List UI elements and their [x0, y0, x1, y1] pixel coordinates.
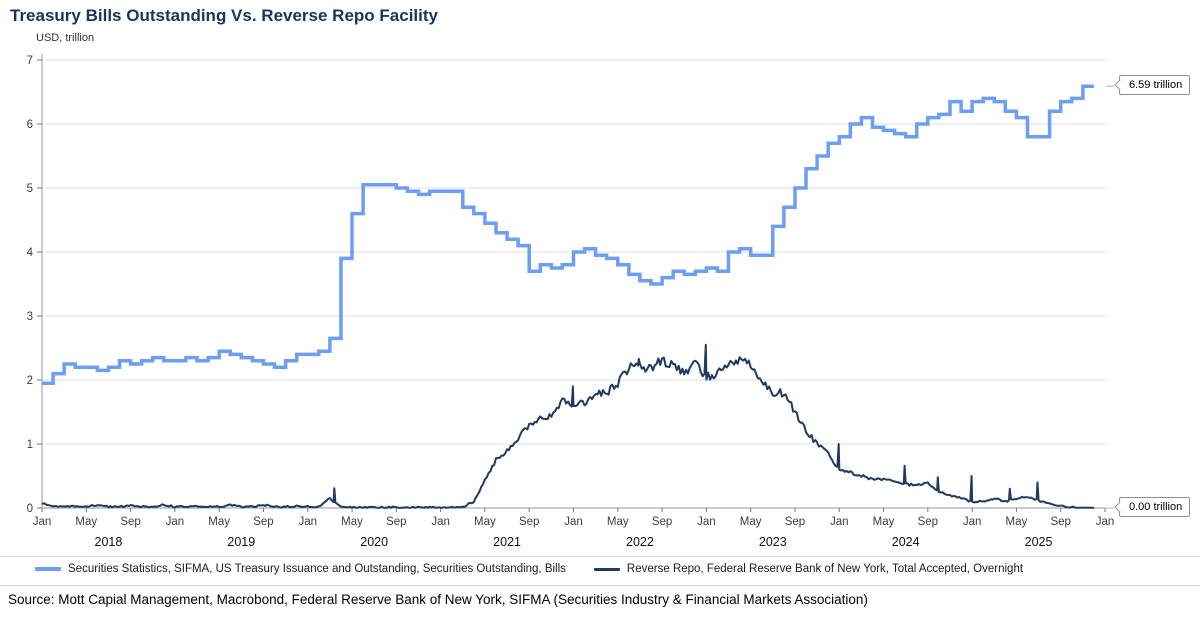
svg-text:7: 7 — [27, 55, 33, 67]
svg-text:3: 3 — [27, 311, 33, 323]
svg-text:0: 0 — [27, 503, 33, 515]
chart-canvas: 0 1 2 3 4 5 6 7 Jan May Sep Jan May Sep Jan May Sep Jan Ma… — [27, 54, 1115, 549]
svg-text:Jan: Jan — [564, 516, 583, 528]
legend: Securities Statistics, SIFMA, US Treasur… — [35, 563, 1023, 575]
svg-text:May: May — [75, 516, 97, 528]
svg-text:4: 4 — [27, 247, 34, 259]
svg-text:2024: 2024 — [892, 535, 920, 549]
svg-text:2019: 2019 — [227, 535, 255, 549]
svg-text:Jan: Jan — [166, 516, 185, 528]
svg-text:Sep: Sep — [785, 516, 805, 528]
chart-title: Treasury Bills Outstanding Vs. Reverse R… — [10, 6, 438, 25]
legend-item-bills: Securities Statistics, SIFMA, US Treasur… — [35, 563, 566, 575]
svg-text:May: May — [208, 516, 230, 528]
svg-text:2: 2 — [27, 375, 33, 387]
annotation-bills-text: 6.59 trillion — [1129, 79, 1183, 92]
svg-text:Sep: Sep — [1050, 516, 1070, 528]
svg-text:May: May — [740, 516, 762, 528]
svg-text:Sep: Sep — [918, 516, 938, 528]
annotation-rrp-text: 0.00 trillion — [1129, 501, 1183, 513]
legend-label-bills: Securities Statistics, SIFMA, US Treasur… — [68, 563, 566, 575]
svg-text:2025: 2025 — [1025, 535, 1053, 549]
svg-text:2022: 2022 — [626, 535, 654, 549]
svg-text:May: May — [1006, 516, 1028, 528]
svg-text:Jan: Jan — [963, 516, 982, 528]
source-divider — [0, 585, 1200, 586]
svg-text:2023: 2023 — [759, 535, 787, 549]
svg-text:Jan: Jan — [431, 516, 450, 528]
svg-text:May: May — [341, 516, 363, 528]
svg-text:Sep: Sep — [386, 516, 406, 528]
svg-text:May: May — [607, 516, 629, 528]
svg-text:1: 1 — [27, 439, 33, 451]
svg-text:2021: 2021 — [493, 535, 521, 549]
svg-text:5: 5 — [27, 183, 33, 195]
legend-swatch-rrp — [593, 567, 620, 571]
svg-text:Sep: Sep — [652, 516, 672, 528]
svg-text:Sep: Sep — [120, 516, 140, 528]
svg-text:May: May — [873, 516, 895, 528]
source-text: Source: Mott Capial Management, Macrobon… — [8, 592, 868, 607]
svg-text:Jan: Jan — [830, 516, 849, 528]
svg-text:6: 6 — [27, 119, 33, 131]
svg-text:May: May — [474, 516, 496, 528]
annotation-rrp-latest: 0.00 trillion — [1119, 497, 1191, 517]
svg-text:2020: 2020 — [360, 535, 388, 549]
svg-text:Sep: Sep — [253, 516, 273, 528]
legend-swatch-bills — [35, 567, 61, 571]
annotation-bills-latest: 6.59 trillion — [1119, 75, 1191, 96]
svg-text:Jan: Jan — [33, 516, 52, 528]
svg-text:2018: 2018 — [95, 535, 123, 549]
svg-text:Jan: Jan — [298, 516, 317, 528]
svg-text:Sep: Sep — [519, 516, 539, 528]
svg-text:Jan: Jan — [697, 516, 716, 528]
legend-item-rrp: Reverse Repo, Federal Reserve Bank of Ne… — [593, 563, 1024, 575]
legend-divider-top — [0, 556, 1200, 557]
legend-label-rrp: Reverse Repo, Federal Reserve Bank of Ne… — [626, 563, 1024, 575]
svg-text:Jan: Jan — [1096, 516, 1115, 528]
y-axis-unit-label: USD, trillion — [36, 32, 95, 44]
